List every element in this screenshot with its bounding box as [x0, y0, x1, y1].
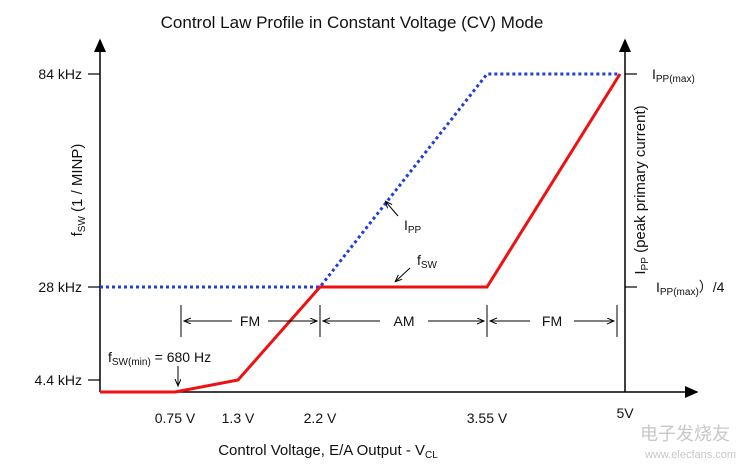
- annotation: fSW: [417, 252, 438, 271]
- x-tick-label: 2.2 V: [304, 410, 337, 426]
- x-tick-label: 3.55 V: [467, 410, 508, 426]
- ipp-curve: [100, 72, 620, 289]
- region-markers: [180, 305, 618, 337]
- y2-tick-label: IPP(max)）/4: [656, 279, 725, 298]
- y-tick-label: 84 kHz: [38, 66, 82, 82]
- region-label: FM: [542, 313, 562, 329]
- annotation: IPP: [404, 217, 422, 236]
- y2-axis-label: IPP (peak primary current): [632, 105, 651, 274]
- y-tick-label: 28 kHz: [38, 279, 82, 295]
- annotation: fSW(min) = 680 Hz: [108, 349, 211, 368]
- y-axis-label: fSW (1 / MINP): [69, 144, 88, 237]
- region-label: FM: [240, 313, 260, 329]
- annotation-arrow: [386, 202, 399, 217]
- x-tick-label: 0.75 V: [155, 410, 196, 426]
- ticks: [88, 73, 637, 381]
- x-axis-label: Control Voltage, E/A Output - VCL: [218, 442, 438, 461]
- x-tick-label: 5V: [616, 405, 634, 421]
- title: Control Law Profile in Constant Voltage …: [161, 13, 544, 32]
- y-tick-label: 4.4 kHz: [35, 372, 82, 388]
- watermark: www.elecfans.com: [644, 449, 736, 461]
- y2-tick-label: IPP(max): [652, 66, 695, 85]
- x-tick-label: 1.3 V: [222, 410, 255, 426]
- fsw-curve: [100, 73, 622, 394]
- annotation-arrow: [396, 267, 411, 281]
- region-label: AM: [394, 313, 415, 329]
- watermark: 电子发烧友: [640, 424, 730, 444]
